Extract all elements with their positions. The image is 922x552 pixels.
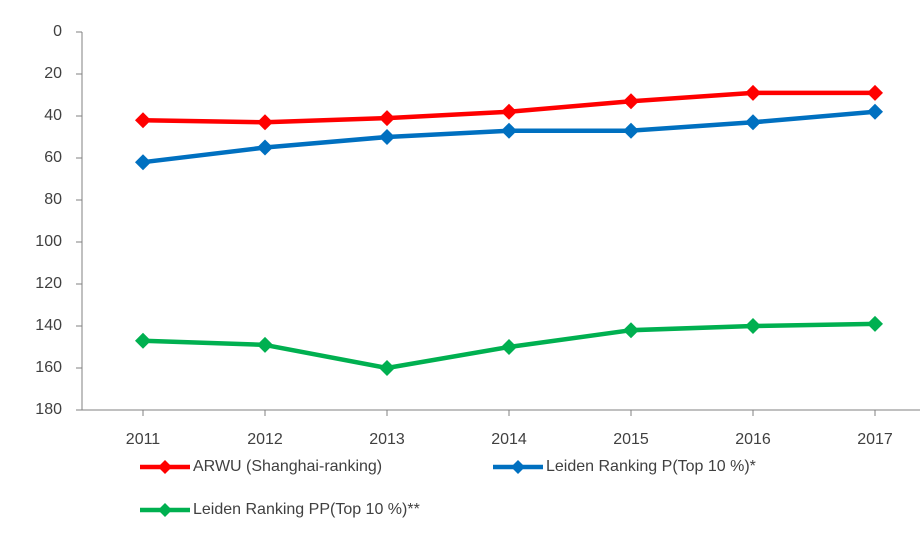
- y-tick-label: 140: [35, 317, 62, 334]
- x-tick-label: 2016: [735, 431, 771, 448]
- y-tick-label: 80: [44, 191, 62, 208]
- legend-label: Leiden Ranking PP(Top 10 %)**: [193, 501, 420, 518]
- marker: [867, 84, 883, 101]
- marker: [867, 103, 883, 120]
- marker: [257, 114, 273, 131]
- y-tick-label: 180: [35, 401, 62, 418]
- marker: [379, 110, 395, 127]
- marker: [135, 154, 151, 171]
- x-tick-label: 2011: [126, 431, 161, 448]
- marker: [135, 112, 151, 129]
- marker: [623, 122, 639, 139]
- marker: [623, 322, 639, 339]
- marker: [379, 360, 395, 376]
- marker: [379, 129, 395, 145]
- y-tick-label: 40: [44, 107, 62, 124]
- y-tick-label: 0: [53, 23, 62, 40]
- marker: [257, 139, 273, 156]
- x-tick-label: 2015: [613, 431, 649, 448]
- y-tick-label: 160: [35, 359, 62, 376]
- x-tick-label: 2013: [369, 431, 405, 448]
- legend-label: Leiden Ranking P(Top 10 %)*: [546, 458, 756, 475]
- marker: [745, 318, 761, 334]
- marker: [745, 114, 761, 131]
- y-tick-label: 20: [44, 65, 62, 82]
- legend-label: ARWU (Shanghai-ranking): [193, 458, 382, 475]
- marker: [135, 332, 151, 349]
- x-tick-label: 2014: [491, 431, 527, 448]
- legend-marker: [158, 460, 172, 474]
- legend-marker: [158, 503, 172, 517]
- y-tick-label: 100: [35, 233, 62, 250]
- marker: [623, 93, 639, 110]
- y-tick-label: 120: [35, 275, 62, 292]
- marker: [745, 84, 761, 101]
- marker: [867, 315, 883, 332]
- marker: [501, 122, 517, 139]
- x-tick-label: 2012: [247, 431, 283, 448]
- legend-marker: [511, 460, 525, 474]
- x-tick-label: 2017: [857, 431, 893, 448]
- marker: [501, 103, 517, 120]
- marker: [501, 339, 517, 355]
- marker: [257, 336, 273, 353]
- y-tick-label: 60: [44, 149, 62, 166]
